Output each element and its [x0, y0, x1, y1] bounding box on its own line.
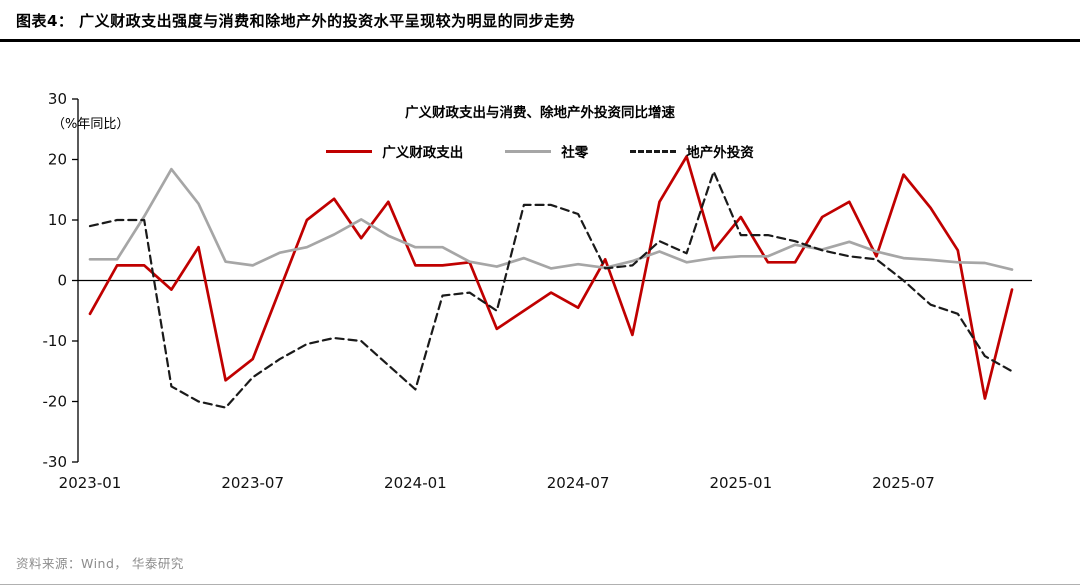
svg-text:2025-01: 2025-01 [709, 474, 772, 492]
legend-label-retail: 社零 [561, 145, 589, 161]
legend-label-fiscal: 广义财政支出 [382, 145, 464, 161]
svg-text:2025-07: 2025-07 [872, 474, 935, 492]
black-dashed-swatch-icon [630, 149, 677, 153]
y-axis-unit-label: （%年同比） [52, 117, 130, 132]
svg-text:0: 0 [57, 272, 67, 290]
svg-text:-30: -30 [43, 453, 68, 471]
svg-text:-20: -20 [43, 393, 68, 411]
red-line-swatch-icon [326, 149, 373, 153]
svg-text:2024-07: 2024-07 [547, 474, 610, 492]
svg-text:20: 20 [48, 151, 67, 169]
svg-text:30: 30 [48, 90, 67, 108]
chart-area: 广义财政支出与消费、除地产外投资同比增速 （%年同比） 广义财政支出 社零 地产… [0, 87, 1080, 545]
figure-title: 图表4： 广义财政支出强度与消费和除地产外的投资水平呈现较为明显的同步走势 [16, 12, 576, 30]
svg-text:10: 10 [48, 211, 67, 229]
legend-item-retail: 社零 [505, 141, 588, 161]
legend-label-investment: 地产外投资 [686, 145, 754, 161]
svg-text:2023-07: 2023-07 [221, 474, 284, 492]
source-note: 资料来源：Wind， 华泰研究 [16, 556, 184, 571]
figure-header: 图表4： 广义财政支出强度与消费和除地产外的投资水平呈现较为明显的同步走势 [0, 0, 1080, 42]
chart-title: 广义财政支出与消费、除地产外投资同比增速 [405, 105, 675, 121]
legend-item-fiscal: 广义财政支出 [326, 141, 463, 161]
svg-text:2023-01: 2023-01 [59, 474, 122, 492]
svg-text:2024-01: 2024-01 [384, 474, 447, 492]
gray-line-swatch-icon [505, 149, 552, 153]
figure-footer: 资料来源：Wind， 华泰研究 [0, 545, 1080, 585]
chart-legend: 广义财政支出 社零 地产外投资 [0, 141, 1080, 161]
legend-item-investment: 地产外投资 [630, 141, 754, 161]
chart-svg: 30 20 10 0 -10 -20 -30 2023-01 2023-07 2024-01 202… [43, 90, 1032, 492]
svg-text:-10: -10 [43, 332, 68, 350]
